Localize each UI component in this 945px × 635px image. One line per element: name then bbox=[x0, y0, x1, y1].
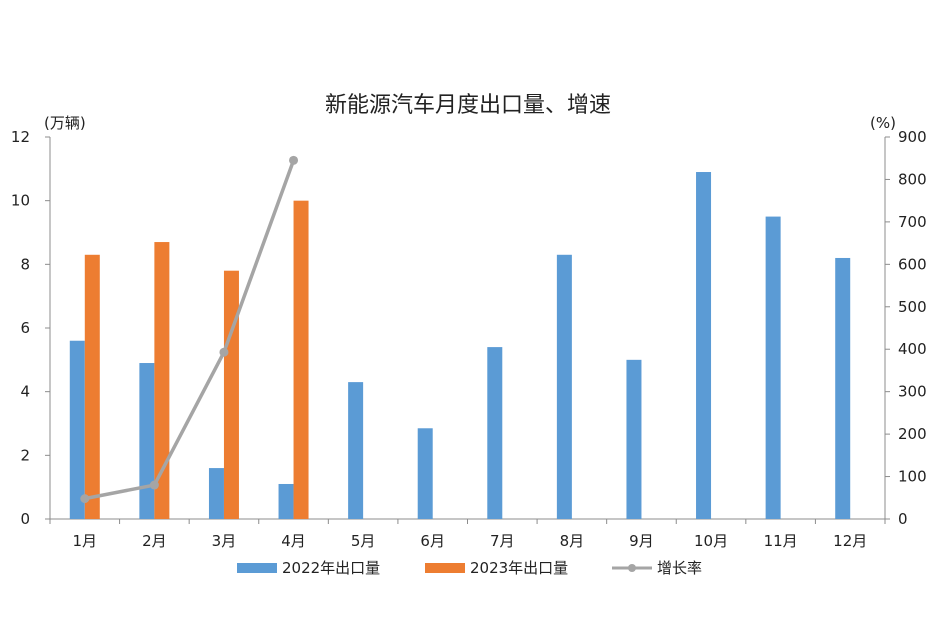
bar-2022-5 bbox=[348, 382, 364, 519]
left-tick-label: 10 bbox=[11, 192, 30, 210]
x-tick-label: 1月 bbox=[73, 532, 98, 550]
bar-2022-6 bbox=[417, 428, 433, 519]
bar-2023-3 bbox=[223, 270, 239, 519]
left-axis-ticks: 0 2 4 6 8 10 12 bbox=[11, 128, 50, 528]
bar-2022-11 bbox=[765, 216, 781, 520]
x-tick-label: 3月 bbox=[212, 532, 237, 550]
growth-point-4 bbox=[289, 155, 299, 165]
x-tick-label: 11月 bbox=[764, 532, 798, 550]
right-tick-label: 0 bbox=[898, 510, 908, 528]
bar-2022-1 bbox=[69, 340, 85, 519]
left-tick-label: 2 bbox=[20, 446, 30, 464]
bar-2023-4 bbox=[293, 200, 309, 519]
x-axis-ticks: 1月 2月 3月 4月 5月 6月 7月 8月 9月 10月 11月 12月 bbox=[49, 519, 886, 550]
legend-item-2022: 2022年出口量 bbox=[237, 559, 380, 577]
chart-title: 新能源汽车月度出口量、增速 bbox=[325, 93, 611, 118]
growth-line-path bbox=[84, 159, 296, 501]
bar-2022-9 bbox=[626, 359, 642, 519]
legend-label-2023: 2023年出口量 bbox=[470, 559, 568, 577]
bar-2023-1 bbox=[84, 254, 100, 520]
right-tick-label: 900 bbox=[898, 128, 927, 146]
x-tick-label: 2月 bbox=[142, 532, 167, 550]
left-tick-label: 8 bbox=[20, 255, 30, 273]
right-tick-label: 800 bbox=[898, 170, 927, 188]
x-tick-label: 5月 bbox=[351, 532, 376, 550]
x-tick-label: 4月 bbox=[281, 532, 306, 550]
bar-2022-8 bbox=[556, 254, 572, 520]
x-tick-label: 7月 bbox=[490, 532, 515, 550]
bar-2023-2 bbox=[154, 242, 170, 520]
bars bbox=[69, 172, 851, 520]
growth-point-1 bbox=[80, 494, 90, 504]
right-axis-ticks: 0 100 200 300 400 500 600 700 800 900 bbox=[885, 128, 927, 528]
legend-swatch-2022 bbox=[237, 563, 277, 573]
left-tick-label: 0 bbox=[20, 510, 30, 528]
right-tick-label: 100 bbox=[898, 468, 927, 486]
x-tick-label: 10月 bbox=[694, 532, 728, 550]
legend: 2022年出口量 2023年出口量 增长率 bbox=[237, 559, 702, 577]
left-tick-label: 4 bbox=[20, 383, 30, 401]
x-tick-label: 12月 bbox=[833, 532, 867, 550]
right-tick-label: 500 bbox=[898, 298, 927, 316]
growth-point-3 bbox=[219, 347, 229, 357]
legend-swatch-2023 bbox=[425, 563, 465, 573]
bar-2022-12 bbox=[835, 257, 851, 519]
legend-label-growth: 增长率 bbox=[657, 559, 702, 577]
right-tick-label: 200 bbox=[898, 425, 927, 443]
x-tick-label: 9月 bbox=[629, 532, 654, 550]
left-axis-unit: (万辆) bbox=[44, 114, 86, 132]
legend-label-2022: 2022年出口量 bbox=[282, 559, 380, 577]
right-tick-label: 700 bbox=[898, 213, 927, 231]
bar-2022-3 bbox=[208, 468, 224, 519]
right-tick-label: 400 bbox=[898, 340, 927, 358]
legend-item-growth: 增长率 bbox=[612, 559, 702, 577]
legend-item-2023: 2023年出口量 bbox=[425, 559, 568, 577]
legend-marker-growth bbox=[628, 564, 636, 572]
bar-2022-2 bbox=[139, 363, 155, 519]
left-tick-label: 6 bbox=[20, 319, 30, 337]
right-tick-label: 300 bbox=[898, 383, 927, 401]
x-tick-label: 6月 bbox=[420, 532, 445, 550]
right-axis-unit: (%) bbox=[870, 114, 896, 132]
growth-line bbox=[80, 155, 299, 504]
growth-point-2 bbox=[149, 480, 159, 490]
x-tick-label: 8月 bbox=[560, 532, 585, 550]
bar-2022-4 bbox=[278, 483, 294, 519]
bar-2022-10 bbox=[696, 172, 712, 519]
right-tick-label: 600 bbox=[898, 255, 927, 273]
bar-2022-7 bbox=[487, 347, 503, 519]
left-tick-label: 12 bbox=[11, 128, 30, 146]
